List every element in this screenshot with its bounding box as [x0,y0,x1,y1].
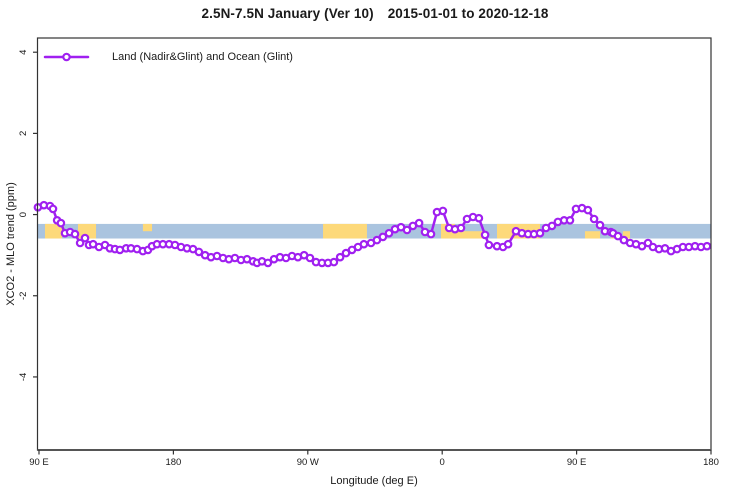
series-marker [75,238,85,248]
series-marker [335,252,345,262]
y-tick-label: -4 [18,373,29,381]
legend-label: Land (Nadir&Glint) and Ocean (Glint) [112,51,293,63]
series-marker [329,257,339,267]
series-marker [378,232,388,242]
x-tick-label: 90 W [297,457,319,468]
series-marker [456,223,466,233]
reference-band-orange-segment [455,231,486,239]
legend-key-marker-icon [62,52,71,62]
x-tick-label: 180 [165,457,181,468]
series-marker [426,229,436,239]
x-axis-label: Longitude (deg E) [330,475,418,487]
x-tick-label: 180 [703,457,719,468]
series-marker [595,220,605,230]
reference-band-orange-segment [323,223,367,239]
series-marker [56,218,66,228]
series-marker [613,231,623,241]
series-marker [48,204,58,214]
y-axis-label: XCO2 - MLO trend (ppm) [5,182,17,306]
chart-title: 2.5N-7.5N January (Ver 10) 2015-01-01 to … [0,6,750,21]
series-marker [503,239,513,249]
reference-band-orange-segment [44,223,62,239]
series-marker [384,228,394,238]
x-tick-label: 0 [440,457,445,468]
series-marker [547,221,557,231]
series-marker [402,225,412,235]
chart-title-main: 2.5N-7.5N January (Ver 10) [201,6,374,21]
series-marker [414,218,424,228]
chart-title-dates: 2015-01-01 to 2020-12-18 [387,6,549,21]
reference-band-orange-segment [584,231,601,239]
series-marker [480,230,490,240]
y-tick-label: 0 [18,212,29,217]
y-tick-label: -2 [18,292,29,300]
series-marker [535,228,545,238]
series-marker [589,214,599,224]
y-tick-label: 2 [18,131,29,136]
series-marker [438,206,448,216]
series-marker [263,258,273,268]
series-marker [80,233,90,243]
series-marker [565,216,575,225]
reference-band-orange-segment [142,223,153,232]
y-tick-label: 4 [18,50,29,55]
reference-band-orange-segment [622,231,631,239]
x-tick-label: 90 E [567,457,587,468]
series-marker [484,240,494,250]
series-marker [305,253,315,263]
series-marker [194,247,204,257]
x-tick-label: 90 E [29,457,49,468]
series-marker [359,239,369,249]
series-marker [702,241,712,251]
series-marker [583,205,593,215]
series-marker [70,229,80,239]
series-marker [474,213,484,223]
